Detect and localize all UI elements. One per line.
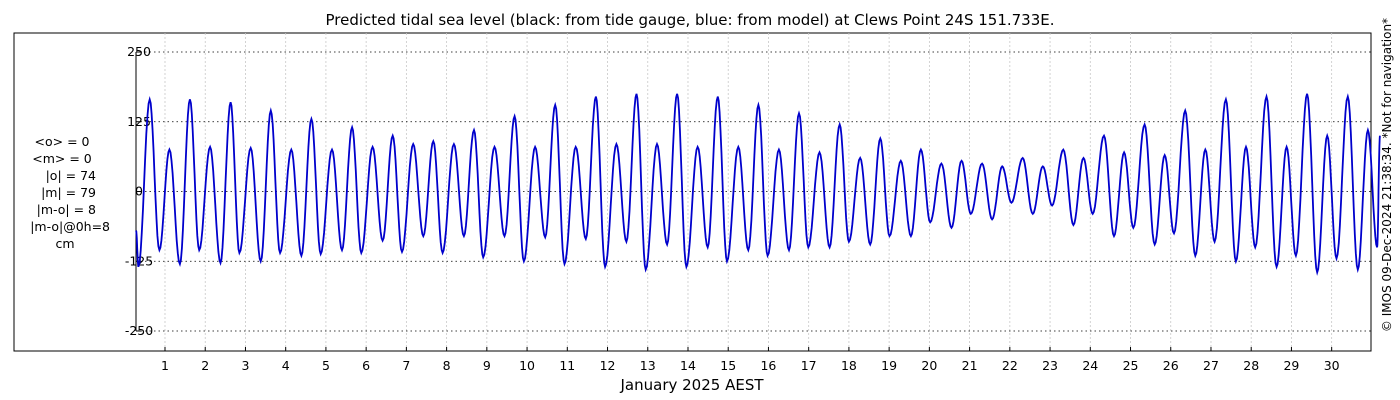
x-tick-label: 14: [680, 358, 696, 373]
credit-text: © IMOS 09-Dec-2024 21:38:34. *Not for na…: [1380, 18, 1394, 332]
x-tick-label: 29: [1283, 358, 1299, 373]
x-tick-label: 20: [921, 358, 937, 373]
stat-line: <m> = 0: [32, 151, 92, 166]
y-tick-label: -250: [125, 323, 153, 338]
x-tick-label: 17: [801, 358, 817, 373]
x-tick-label: 6: [362, 358, 370, 373]
chart-title: Predicted tidal sea level (black: from t…: [325, 11, 1054, 29]
x-tick-label: 2: [201, 358, 209, 373]
stat-line: |o| = 74: [46, 168, 96, 183]
x-tick-label: 19: [881, 358, 897, 373]
stats-block: <o> = 0 <m> = 0 |o| = 74 |m| = 79 |m-o| = 8 |…: [30, 134, 110, 251]
y-tick-label: 125: [127, 114, 151, 129]
x-tick-label: 22: [1002, 358, 1018, 373]
x-tick-label: 1: [161, 358, 169, 373]
x-tick-label: 21: [962, 358, 978, 373]
y-tick-label: 250: [127, 44, 151, 59]
x-tick-label: 16: [760, 358, 776, 373]
stat-line: cm: [55, 236, 74, 251]
x-tick-label: 12: [600, 358, 616, 373]
x-tick-label: 3: [241, 358, 249, 373]
x-tick-label: 24: [1082, 358, 1098, 373]
x-tick-label: 27: [1203, 358, 1219, 373]
grid-lines: [136, 33, 1371, 351]
stat-line: |m-o| = 8: [37, 202, 96, 217]
x-tick-label: 8: [443, 358, 451, 373]
x-tick-label: 7: [402, 358, 410, 373]
series-layer: [135, 93, 1381, 276]
x-tick-label: 9: [483, 358, 491, 373]
x-tick-label: 25: [1123, 358, 1139, 373]
plot-area-frame: [13, 32, 1372, 352]
x-axis-label: January 2025 AEST: [620, 376, 765, 394]
stat-line: <o> = 0: [35, 134, 90, 149]
x-tick-label: 15: [720, 358, 736, 373]
x-tick-label: 11: [559, 358, 575, 373]
x-tick-label: 13: [640, 358, 656, 373]
x-tick-label: 26: [1163, 358, 1179, 373]
model-series-line: [135, 93, 1381, 276]
x-tick-label: 18: [841, 358, 857, 373]
x-tick-label: 28: [1243, 358, 1259, 373]
x-ticks: 1 2 3 4 5 6 7 8 9 10 11 12 13 14 15 16 17 18 19 20 21 22 23 24 2…: [161, 347, 1340, 373]
x-tick-label: 4: [282, 358, 290, 373]
x-tick-label: 30: [1324, 358, 1340, 373]
stat-line: |m-o|@0h=8: [30, 219, 110, 234]
y-tick-label: 0: [135, 184, 143, 199]
stat-line: |m| = 79: [41, 185, 96, 200]
x-tick-label: 23: [1042, 358, 1058, 373]
x-tick-label: 5: [322, 358, 330, 373]
x-tick-label: 10: [519, 358, 535, 373]
